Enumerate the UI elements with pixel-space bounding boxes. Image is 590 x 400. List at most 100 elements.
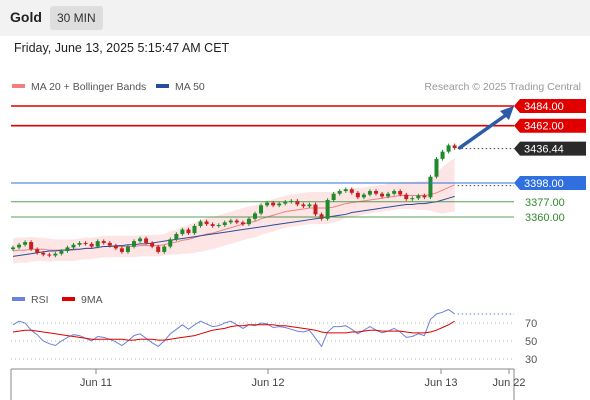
candle-body xyxy=(132,241,136,247)
x-tick-label: Jun 13 xyxy=(424,377,457,389)
candle-body xyxy=(355,192,360,198)
candle-body xyxy=(53,253,58,256)
pivot-label: 3398.00 xyxy=(524,178,564,190)
candle-body xyxy=(204,221,209,225)
support-label: 3360.00 xyxy=(525,212,565,224)
projection-arrow-head xyxy=(500,106,514,120)
candle-body xyxy=(168,239,173,247)
candle-body xyxy=(246,218,251,225)
candle-body xyxy=(47,254,52,256)
header-bar: Gold 30 MIN xyxy=(0,0,590,36)
candle-body xyxy=(301,204,306,207)
rsi-legend-label: RSI xyxy=(31,294,49,306)
candle-body xyxy=(17,244,22,248)
candle-body xyxy=(186,229,191,234)
candle-body xyxy=(337,191,342,194)
candle-body xyxy=(125,246,130,252)
candle-body xyxy=(198,221,203,226)
candle-body xyxy=(29,242,34,250)
pivot-tag xyxy=(514,175,586,190)
candle-body xyxy=(119,248,124,252)
candle-body xyxy=(162,246,167,252)
candle-body xyxy=(331,193,336,200)
candle-body xyxy=(259,205,264,214)
candle-body xyxy=(65,247,70,252)
timestamp: Friday, June 13, 2025 5:15:47 AM CET xyxy=(14,41,230,55)
candle-body xyxy=(295,200,300,205)
candle-body xyxy=(101,241,106,243)
candle-body xyxy=(416,195,421,199)
candle-body xyxy=(77,242,82,245)
x-tick-label: Jun 12 xyxy=(251,377,284,389)
candle-body xyxy=(265,202,270,206)
rsi-tick-label: 30 xyxy=(525,354,537,366)
candle-body xyxy=(392,191,397,194)
candle-body xyxy=(343,189,348,192)
timeframe-button[interactable]: 30 MIN xyxy=(50,6,103,30)
instrument-title: Gold xyxy=(10,9,42,25)
candle-body xyxy=(216,225,221,227)
candle-body xyxy=(434,158,439,177)
candle-body xyxy=(150,242,155,247)
legend-label: MA 50 xyxy=(175,81,205,93)
candle-body xyxy=(180,229,185,235)
candle-body xyxy=(35,249,40,253)
price-plot xyxy=(11,143,457,264)
candle-body xyxy=(23,242,28,245)
rsi-legend-label: 9MA xyxy=(81,294,103,306)
ma50-line xyxy=(12,195,455,257)
candle-body xyxy=(83,242,88,244)
candle-body xyxy=(228,220,233,223)
candle-body xyxy=(349,189,354,193)
candle-body xyxy=(283,201,288,204)
main-legend: MA 20 + Bollinger Bands MA 50 xyxy=(12,81,205,93)
candle-body xyxy=(386,193,391,197)
legend-swatch xyxy=(156,84,169,88)
projection-arrow-shaft xyxy=(457,113,508,151)
candle-body xyxy=(422,195,427,198)
candle-body xyxy=(361,194,366,198)
candle-body xyxy=(404,194,409,200)
candle-body xyxy=(428,176,433,198)
candle-body xyxy=(234,220,239,223)
candle-body xyxy=(446,145,451,152)
candle-body xyxy=(192,225,197,234)
candle-body xyxy=(144,238,149,243)
candle-body xyxy=(95,241,100,247)
candle-body xyxy=(174,234,179,240)
bollinger-band xyxy=(13,157,455,264)
rsi-tick-label: 50 xyxy=(525,336,537,348)
support-label: 3377.00 xyxy=(525,197,565,209)
candle-body xyxy=(325,199,330,219)
candle-body xyxy=(277,203,282,206)
legend-label: MA 20 + Bollinger Bands xyxy=(31,81,146,93)
watermark: Research © 2025 Trading Central xyxy=(424,81,581,93)
candle-body xyxy=(307,204,312,207)
candle-body xyxy=(374,191,378,194)
candle-body xyxy=(59,251,64,254)
rsi-legend: RSI 9MA xyxy=(12,294,103,306)
rsi-legend-swatch xyxy=(62,297,75,301)
candle-body xyxy=(253,213,257,219)
rsi-plot: 70 50 30 xyxy=(11,308,537,366)
candle-body xyxy=(210,224,215,226)
candle-body xyxy=(11,247,15,250)
x-tick-label: Jun 22 xyxy=(492,377,525,389)
price-levels: 3484.00 3462.00 3436.44 3398.00 3377.00 3360.… xyxy=(11,99,586,224)
candle-body xyxy=(367,191,372,195)
candle-body xyxy=(452,145,457,149)
x-axis: Jun 11 Jun 12 Jun 13 Jun 22 xyxy=(10,368,526,400)
candle-body xyxy=(41,252,46,255)
candle-body xyxy=(138,238,143,242)
resistance-tag xyxy=(514,118,586,133)
last-price-label: 3436.44 xyxy=(524,144,564,156)
candle-body xyxy=(313,204,318,215)
candle-body xyxy=(398,191,403,195)
candle-body xyxy=(89,243,94,247)
x-tick-label: Jun 11 xyxy=(80,377,112,389)
resistance-tag xyxy=(514,99,586,113)
candle-body xyxy=(440,151,445,159)
candle-body xyxy=(240,222,245,225)
last-price-tag xyxy=(514,141,586,156)
